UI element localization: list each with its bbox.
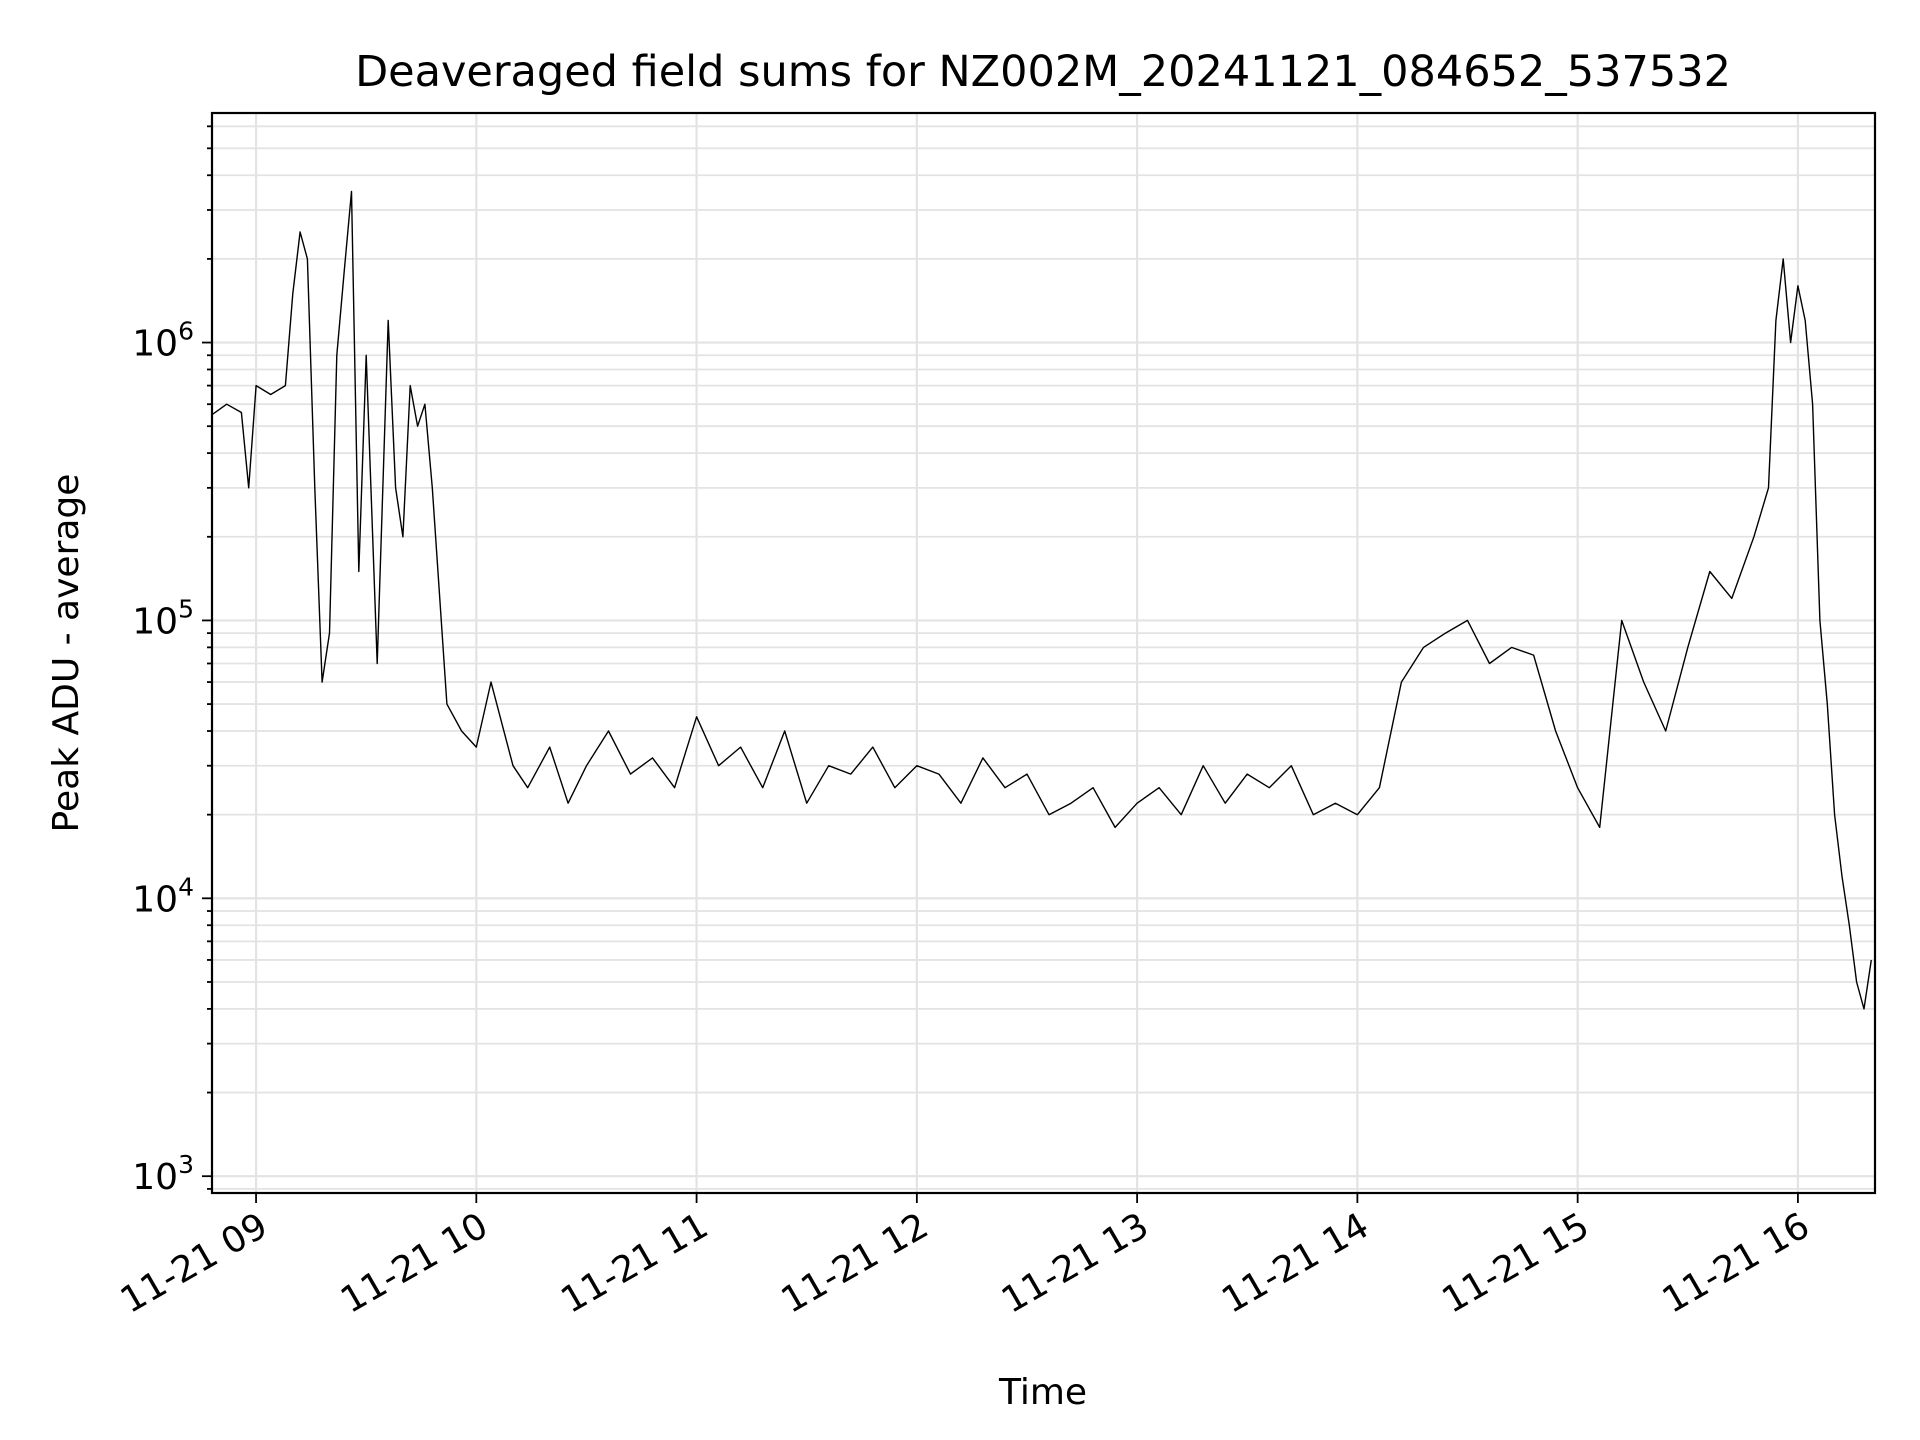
y-tick-label: 103 [132,1150,194,1198]
plot-frame [210,111,1877,1195]
y-axis-label: Peak ADU - average [46,474,87,833]
chart-title: Deaveraged field sums for NZ002M_2024112… [355,47,1731,97]
series-layer [211,190,1872,1010]
x-axis-label: Time [998,1372,1087,1413]
series-line-0 [211,190,1872,1010]
y-tick-label: 106 [132,317,194,365]
y-tick-label: 104 [132,872,194,920]
grid [212,113,1875,1193]
y-tick-label: 105 [132,594,194,642]
y-axis-ticks: 103 104 105 106 [132,125,212,1198]
